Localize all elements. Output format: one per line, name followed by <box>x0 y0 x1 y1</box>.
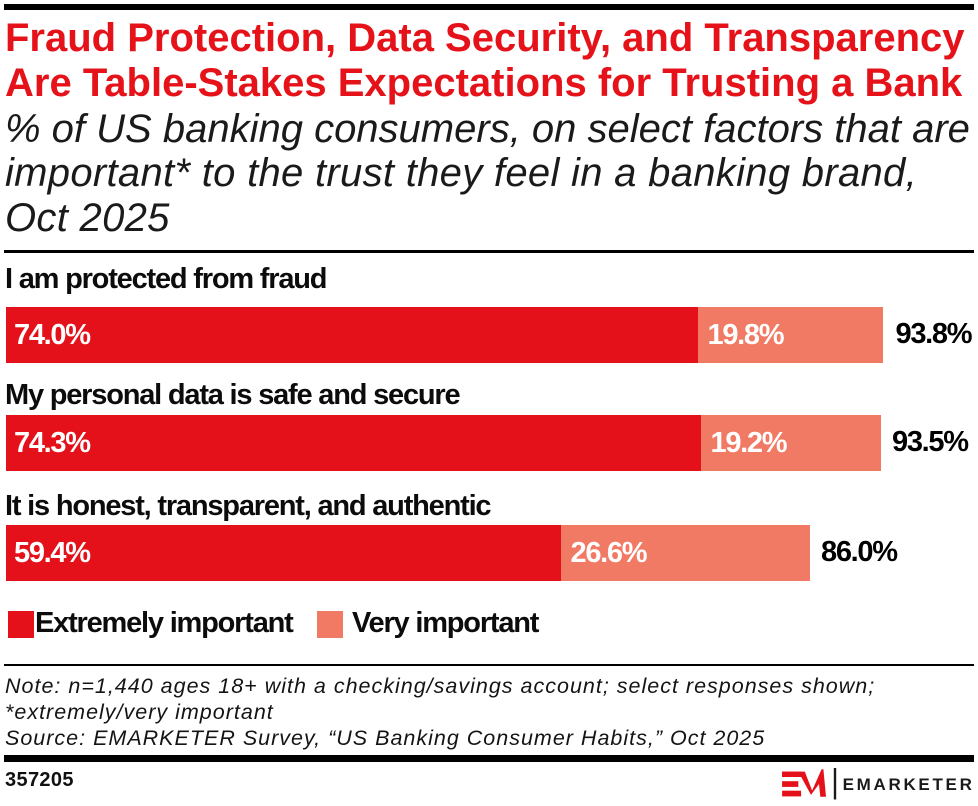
svg-text:EMARKETER: EMARKETER <box>843 775 975 794</box>
